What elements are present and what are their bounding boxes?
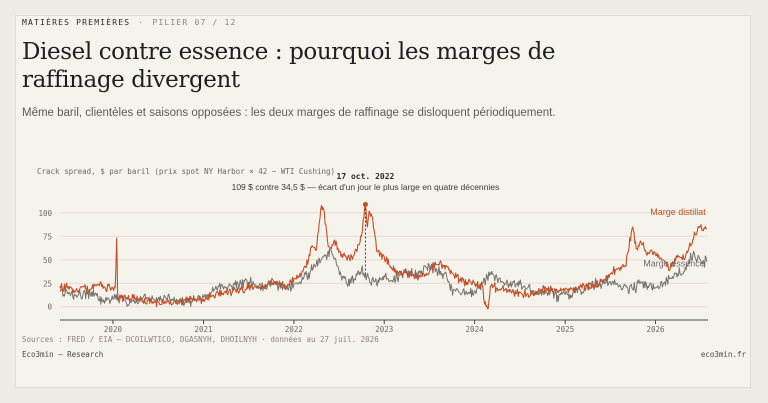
- brand-label: Eco3min — Research: [22, 350, 104, 359]
- article-card: [15, 15, 751, 388]
- y-tick-label: 0: [47, 303, 52, 312]
- y-tick-label: 75: [43, 232, 52, 241]
- y-tick-label: 50: [43, 256, 53, 265]
- sources-note: Sources : FRED / EIA — DCOILWTICO, DGASN…: [22, 335, 379, 344]
- kicker: MATIÈRES PREMIÈRES · PILIER 07 / 12: [22, 18, 237, 27]
- kicker-separator: ·: [138, 18, 145, 27]
- annotation-marker: [362, 201, 368, 207]
- page-subtitle: Même baril, clientèles et saisons opposé…: [22, 107, 556, 119]
- y-tick-label: 25: [43, 279, 52, 288]
- chart-series: [59, 203, 708, 310]
- x-tick-label: 2020: [104, 325, 123, 334]
- x-tick-label: 2026: [646, 325, 665, 334]
- annotation-date: 17 oct. 2022: [337, 172, 395, 181]
- x-tick-label: 2023: [375, 325, 393, 334]
- x-tick-label: 2021: [195, 325, 213, 334]
- chart-ticks: 0 25 50 75 100 2020 2021 2022 2023 2024 2025 2026: [38, 209, 665, 334]
- x-tick-label: 2025: [556, 325, 574, 334]
- series-line-distillate: [59, 203, 707, 310]
- x-tick-label: 2024: [466, 325, 485, 334]
- y-axis-label: Crack spread, $ par baril (prix spot NY …: [37, 167, 335, 176]
- site-link[interactable]: eco3min.fr: [700, 350, 746, 359]
- chart-annotation: 17 oct. 2022 109 $ contre 34,5 $ — écart…: [232, 172, 500, 275]
- page-title: Diesel contre essence : pourquoi les mar…: [22, 39, 556, 93]
- series-line-gasoline: [59, 247, 708, 307]
- annotation-text: 109 $ contre 34,5 $ — écart d'un jour le…: [232, 182, 500, 192]
- series-label-gasoline: Marge essence: [643, 259, 705, 269]
- series-label-distillate: Marge distillat: [650, 207, 706, 217]
- y-tick-label: 100: [38, 209, 52, 218]
- section-label: MATIÈRES PREMIÈRES: [22, 18, 131, 27]
- pillar-label: PILIER 07 / 12: [152, 18, 237, 27]
- x-tick-label: 2022: [285, 325, 303, 334]
